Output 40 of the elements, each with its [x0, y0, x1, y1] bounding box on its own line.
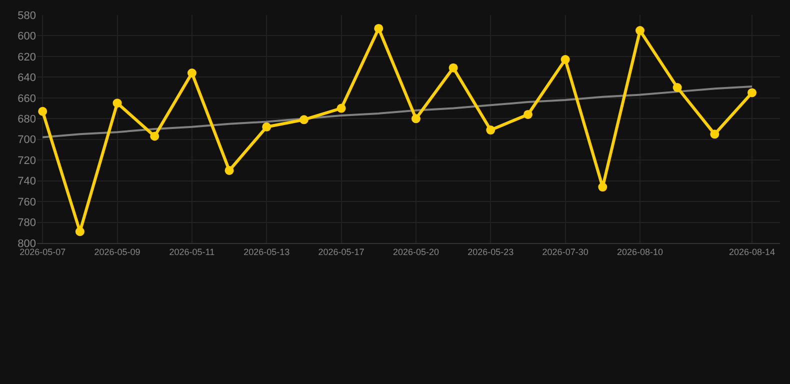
point	[38, 106, 48, 116]
x-tick-label: 2026-07-30	[542, 246, 588, 257]
point	[598, 182, 608, 192]
point	[672, 83, 682, 92]
x-tick-label: 2026-05-13	[244, 246, 290, 257]
point	[523, 110, 532, 119]
y-tick-label: 640	[18, 72, 36, 84]
y-tick-label: 740	[18, 176, 36, 188]
point	[112, 98, 122, 108]
x-tick-label: 2026-05-17	[318, 246, 364, 257]
point	[448, 63, 458, 72]
point	[486, 126, 496, 135]
point	[75, 227, 84, 236]
point	[299, 115, 308, 124]
x-tick-label: 2026-08-10	[616, 246, 664, 257]
x-tick-label: 2026-05-11	[169, 246, 215, 257]
y-tick-label: 760	[18, 196, 36, 208]
x-tick-label: 2026-08-14	[728, 246, 776, 257]
y-tick-label: 680	[18, 113, 36, 126]
y-tick-label: 720	[18, 154, 36, 167]
point	[262, 122, 272, 132]
point	[710, 130, 720, 139]
point	[411, 114, 420, 124]
point	[224, 166, 234, 175]
x-tick-label: 2026-05-23	[468, 246, 514, 257]
x-tick-label: 2026-05-09	[94, 246, 140, 257]
y-tick-label: 580	[18, 10, 36, 22]
y-tick-label: 620	[18, 51, 36, 64]
y-tick-label: 660	[18, 92, 36, 105]
x-tick-label: 2026-05-20	[392, 246, 439, 257]
point	[748, 88, 756, 98]
y-tick-label: 780	[18, 217, 36, 230]
y-tick-label: 600	[18, 30, 36, 43]
y-tick-label: 700	[18, 134, 36, 146]
point	[150, 132, 160, 141]
point	[560, 55, 570, 64]
point	[374, 24, 384, 33]
point	[635, 26, 644, 36]
point	[187, 68, 196, 78]
point	[336, 104, 346, 113]
